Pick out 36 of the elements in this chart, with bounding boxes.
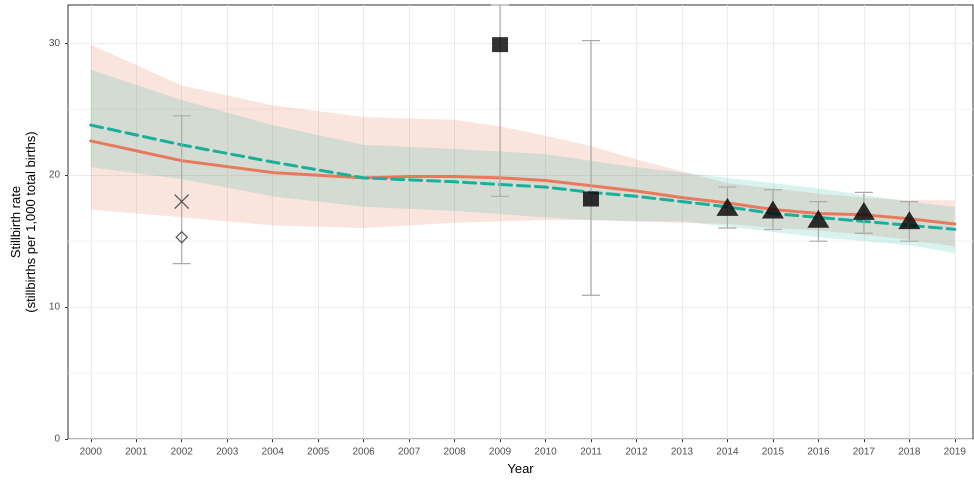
x-tick-label: 2006	[352, 446, 376, 458]
point	[762, 200, 784, 219]
line-series	[89, 124, 956, 231]
x-tick-label: 2015	[762, 446, 784, 458]
y-tick-label: 10	[48, 302, 60, 313]
x-tick-label: 2005	[307, 446, 330, 458]
x-tick-label: 2019	[944, 446, 966, 458]
point	[176, 231, 188, 244]
x-tick-label: 2010	[534, 446, 558, 458]
y-tick-label: 20	[48, 170, 60, 181]
x-tick-label: 2014	[716, 446, 739, 458]
y-tick-label: 30	[48, 38, 60, 49]
point	[898, 211, 920, 230]
x-tick-label: 2000	[80, 446, 102, 458]
x-tick-label: 2011	[580, 446, 602, 458]
x-tick-label: 2012	[625, 446, 648, 458]
x-tick-label: 2018	[898, 446, 921, 458]
point	[852, 202, 875, 220]
x-tick-label: 2017	[852, 446, 876, 458]
x-tick-label: 2001	[125, 446, 148, 458]
y-axis-title: Stillbirth rate (stillbirths per 1,000 total births)	[8, 131, 38, 313]
point	[716, 198, 738, 216]
point	[583, 191, 599, 206]
point	[174, 194, 190, 210]
x-tick-label: 2002	[170, 446, 194, 458]
point	[807, 210, 830, 228]
x-tick-label: 2008	[443, 446, 466, 458]
x-tick-label: 2013	[670, 446, 694, 458]
x-tick-label: 2009	[488, 446, 512, 458]
x-axis-title: Year	[507, 461, 534, 476]
x-tick-label: 2007	[398, 446, 421, 458]
y-tick-label: 0	[54, 434, 60, 445]
point	[492, 37, 508, 52]
x-tick-label: 2004	[262, 446, 284, 458]
x-tick-label: 2003	[216, 446, 239, 458]
x-tick-label: 2016	[807, 446, 830, 458]
